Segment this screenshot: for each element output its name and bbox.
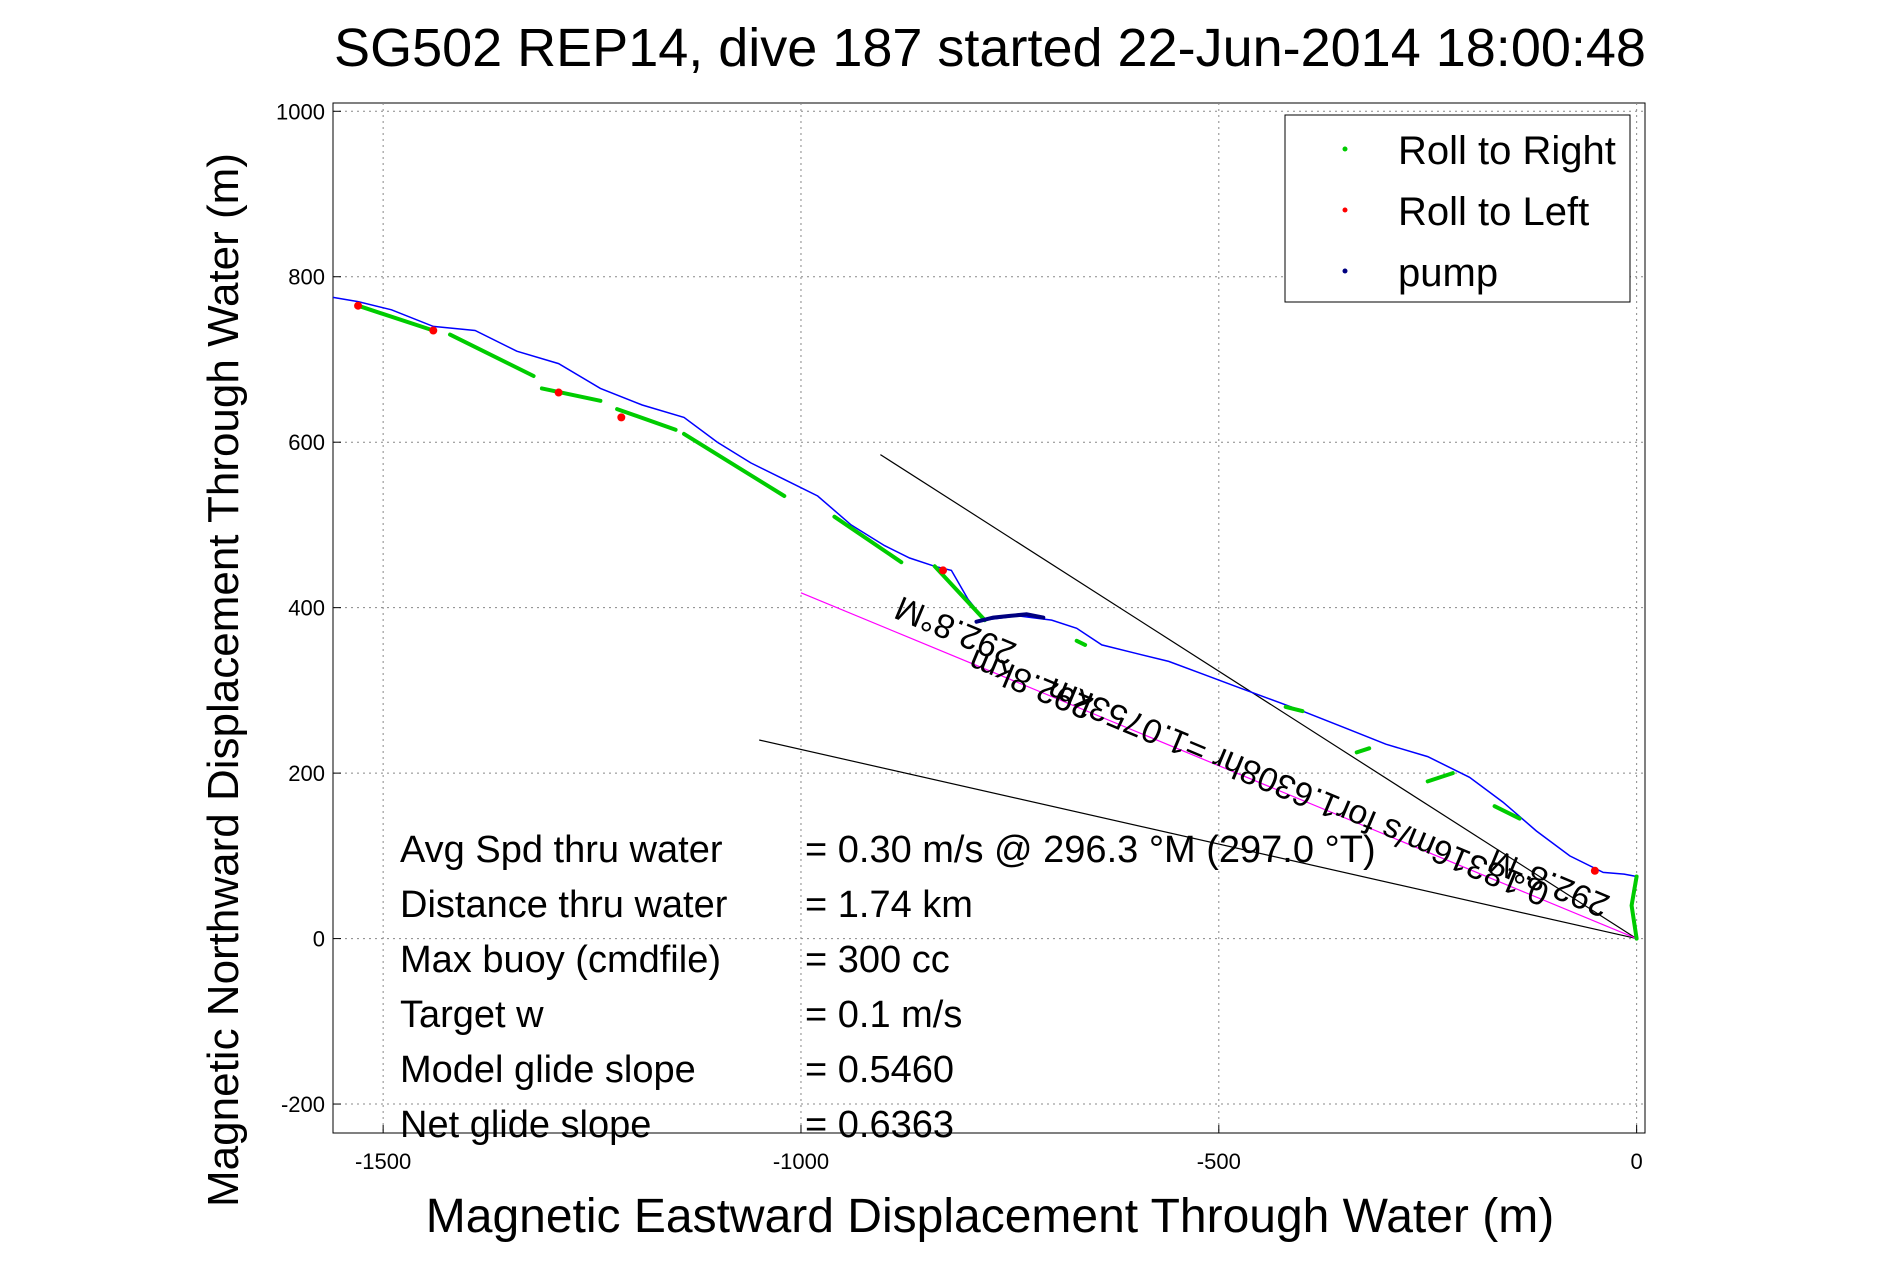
y-tick-label: 200	[288, 761, 325, 786]
x-axis-ticks: -1500 -1000 -500 0	[355, 1125, 1643, 1174]
x-tick-label: -1500	[355, 1149, 411, 1174]
stat-label: Max buoy (cmdfile)	[400, 939, 721, 981]
stat-label: Target w	[400, 994, 544, 1036]
roll-right-segment	[1074, 638, 1088, 647]
roll-right-segment	[1283, 704, 1305, 714]
grid-lines	[333, 103, 1645, 1133]
legend: Roll to Right Roll to Left pump	[1284, 114, 1631, 303]
dive-statistics: Avg Spd thru water = 0.30 m/s @ 296.3 °M …	[400, 829, 1376, 1146]
roll-right-segment	[682, 431, 787, 498]
y-axis-ticks: -200 0 200 400 600 800 1000	[276, 99, 341, 1117]
track-line	[332, 296, 1638, 939]
reference-lines	[759, 454, 1637, 940]
legend-marker	[1342, 146, 1348, 152]
stat-value: = 0.6363	[805, 1104, 954, 1146]
roll-left-point	[429, 326, 438, 335]
stat-label: Avg Spd thru water	[400, 829, 723, 871]
stat-value: = 1.74 km	[805, 884, 973, 926]
y-tick-label: 800	[288, 265, 325, 290]
x-tick-label: -1000	[773, 1149, 829, 1174]
y-axis-label: Magnetic Northward Displacement Through …	[199, 153, 248, 1207]
roll-right-segment	[448, 332, 536, 378]
roll-right-segment	[539, 386, 603, 403]
legend-entry-label: Roll to Left	[1398, 190, 1589, 234]
y-tick-label: 400	[288, 596, 325, 621]
legend-entry-label: Roll to Right	[1398, 129, 1616, 173]
stat-value: = 0.5460	[805, 1049, 954, 1091]
roll-left-point	[939, 566, 948, 575]
stat-value: = 300 cc	[805, 939, 950, 981]
roll-left-point	[354, 301, 363, 310]
stat-value: = 0.30 m/s @ 296.3 °M (297.0 °T)	[805, 829, 1376, 871]
roll-right-segment	[615, 407, 678, 432]
roll-right-segment	[356, 303, 436, 333]
legend-box	[1284, 114, 1631, 303]
chart-title: SG502 REP14, dive 187 started 22-Jun-201…	[334, 18, 1646, 78]
x-tick-label: -500	[1197, 1149, 1241, 1174]
roll-right-segment	[1425, 771, 1455, 784]
y-tick-label: 1000	[276, 99, 325, 124]
stat-label: Model glide slope	[400, 1049, 696, 1091]
roll-right-segment	[832, 514, 904, 565]
reference-line	[759, 739, 1637, 940]
stat-label: Distance thru water	[400, 884, 728, 926]
stat-label: Net glide slope	[400, 1104, 651, 1146]
stat-value: = 0.1 m/s	[805, 994, 962, 1036]
y-tick-label: -200	[281, 1092, 325, 1117]
y-tick-label: 0	[313, 927, 325, 952]
y-tick-label: 600	[288, 430, 325, 455]
roll-left-point	[1590, 866, 1599, 875]
roll-right-segment	[1354, 746, 1372, 755]
legend-entry-label: pump	[1398, 251, 1498, 295]
legend-marker	[1342, 207, 1348, 213]
x-axis-label: Magnetic Eastward Displacement Through W…	[426, 1190, 1554, 1243]
roll-right-segment	[932, 564, 987, 623]
roll-left-point	[554, 388, 563, 397]
roll-right-segment	[1492, 804, 1522, 821]
x-tick-label: 0	[1631, 1149, 1643, 1174]
reference-line	[800, 592, 1637, 940]
legend-marker	[1342, 268, 1348, 274]
reference-line	[880, 454, 1637, 940]
roll-right-segment	[1629, 874, 1639, 941]
pump-segment	[974, 612, 1046, 624]
roll-left-point	[617, 413, 626, 422]
track-series	[332, 296, 1639, 941]
